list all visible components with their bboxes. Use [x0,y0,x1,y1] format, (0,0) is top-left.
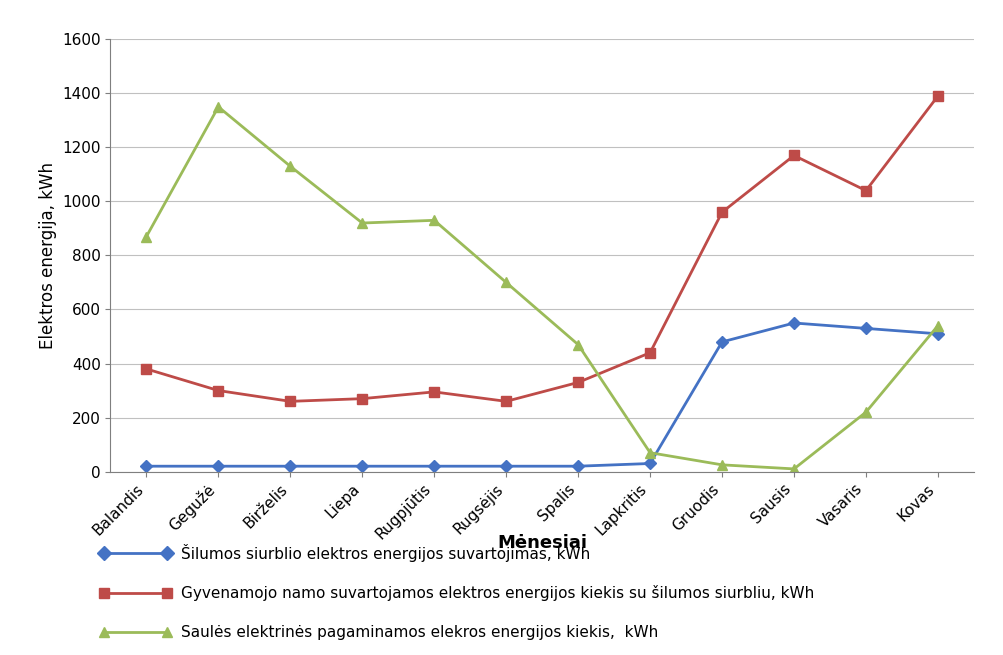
Saulės elektrinės pagaminamos elekros energijos kiekis,  kWh [213,103,225,111]
Gyvenamojo namo suvartojamos elektros energijos kiekis su šilumos siurbliu, kWh [140,365,152,373]
Saulės elektrinės pagaminamos elekros energijos kiekis,  kWh [427,216,439,224]
Gyvenamojo namo suvartojamos elektros energijos kiekis su šilumos siurbliu, kWh [356,395,368,403]
Šilumos siurblio elektros energijos suvartojimas, kWh [644,460,656,468]
Šilumos siurblio elektros energijos suvartojimas, kWh [715,338,727,346]
Text: Mėnesiai: Mėnesiai [496,534,587,552]
Šilumos siurblio elektros energijos suvartojimas, kWh [787,319,799,327]
Šilumos siurblio elektros energijos suvartojimas, kWh [859,324,871,332]
Saulės elektrinės pagaminamos elekros energijos kiekis,  kWh [284,162,296,170]
Gyvenamojo namo suvartojamos elektros energijos kiekis su šilumos siurbliu, kWh [715,208,727,216]
Saulės elektrinės pagaminamos elekros energijos kiekis,  kWh [931,322,943,329]
Saulės elektrinės pagaminamos elekros energijos kiekis,  kWh [715,461,727,469]
Šilumos siurblio elektros energijos suvartojimas, kWh [213,462,225,470]
Gyvenamojo namo suvartojamos elektros energijos kiekis su šilumos siurbliu, kWh [427,388,439,396]
Text: Šilumos siurblio elektros energijos suvartojimas, kWh: Šilumos siurblio elektros energijos suva… [181,544,590,563]
Gyvenamojo namo suvartojamos elektros energijos kiekis su šilumos siurbliu, kWh [499,398,512,405]
Šilumos siurblio elektros energijos suvartojimas, kWh [931,330,943,338]
Saulės elektrinės pagaminamos elekros energijos kiekis,  kWh [140,233,152,240]
Gyvenamojo namo suvartojamos elektros energijos kiekis su šilumos siurbliu, kWh [213,386,225,394]
Line: Saulės elektrinės pagaminamos elekros energijos kiekis,  kWh: Saulės elektrinės pagaminamos elekros en… [141,102,942,474]
Šilumos siurblio elektros energijos suvartojimas, kWh [572,462,584,470]
Gyvenamojo namo suvartojamos elektros energijos kiekis su šilumos siurbliu, kWh [644,348,656,356]
Šilumos siurblio elektros energijos suvartojimas, kWh [499,462,512,470]
Gyvenamojo namo suvartojamos elektros energijos kiekis su šilumos siurbliu, kWh [859,187,871,195]
Gyvenamojo namo suvartojamos elektros energijos kiekis su šilumos siurbliu, kWh [284,398,296,405]
Line: Gyvenamojo namo suvartojamos elektros energijos kiekis su šilumos siurbliu, kWh: Gyvenamojo namo suvartojamos elektros en… [141,91,942,406]
Saulės elektrinės pagaminamos elekros energijos kiekis,  kWh [356,219,368,227]
Saulės elektrinės pagaminamos elekros energijos kiekis,  kWh [859,408,871,416]
Gyvenamojo namo suvartojamos elektros energijos kiekis su šilumos siurbliu, kWh [931,92,943,100]
Line: Šilumos siurblio elektros energijos suvartojimas, kWh: Šilumos siurblio elektros energijos suva… [142,319,941,470]
Šilumos siurblio elektros energijos suvartojimas, kWh [284,462,296,470]
Gyvenamojo namo suvartojamos elektros energijos kiekis su šilumos siurbliu, kWh [572,379,584,386]
Gyvenamojo namo suvartojamos elektros energijos kiekis su šilumos siurbliu, kWh [787,151,799,159]
Saulės elektrinės pagaminamos elekros energijos kiekis,  kWh [787,465,799,473]
Saulės elektrinės pagaminamos elekros energijos kiekis,  kWh [499,278,512,286]
Text: Saulės elektrinės pagaminamos elekros energijos kiekis,  kWh: Saulės elektrinės pagaminamos elekros en… [181,625,657,639]
Šilumos siurblio elektros energijos suvartojimas, kWh [427,462,439,470]
Saulės elektrinės pagaminamos elekros energijos kiekis,  kWh [644,449,656,457]
Šilumos siurblio elektros energijos suvartojimas, kWh [356,462,368,470]
Text: Gyvenamojo namo suvartojamos elektros energijos kiekis su šilumos siurbliu, kWh: Gyvenamojo namo suvartojamos elektros en… [181,585,813,601]
Saulės elektrinės pagaminamos elekros energijos kiekis,  kWh [572,341,584,348]
Šilumos siurblio elektros energijos suvartojimas, kWh [140,462,152,470]
Y-axis label: Elektros energija, kWh: Elektros energija, kWh [38,162,56,349]
